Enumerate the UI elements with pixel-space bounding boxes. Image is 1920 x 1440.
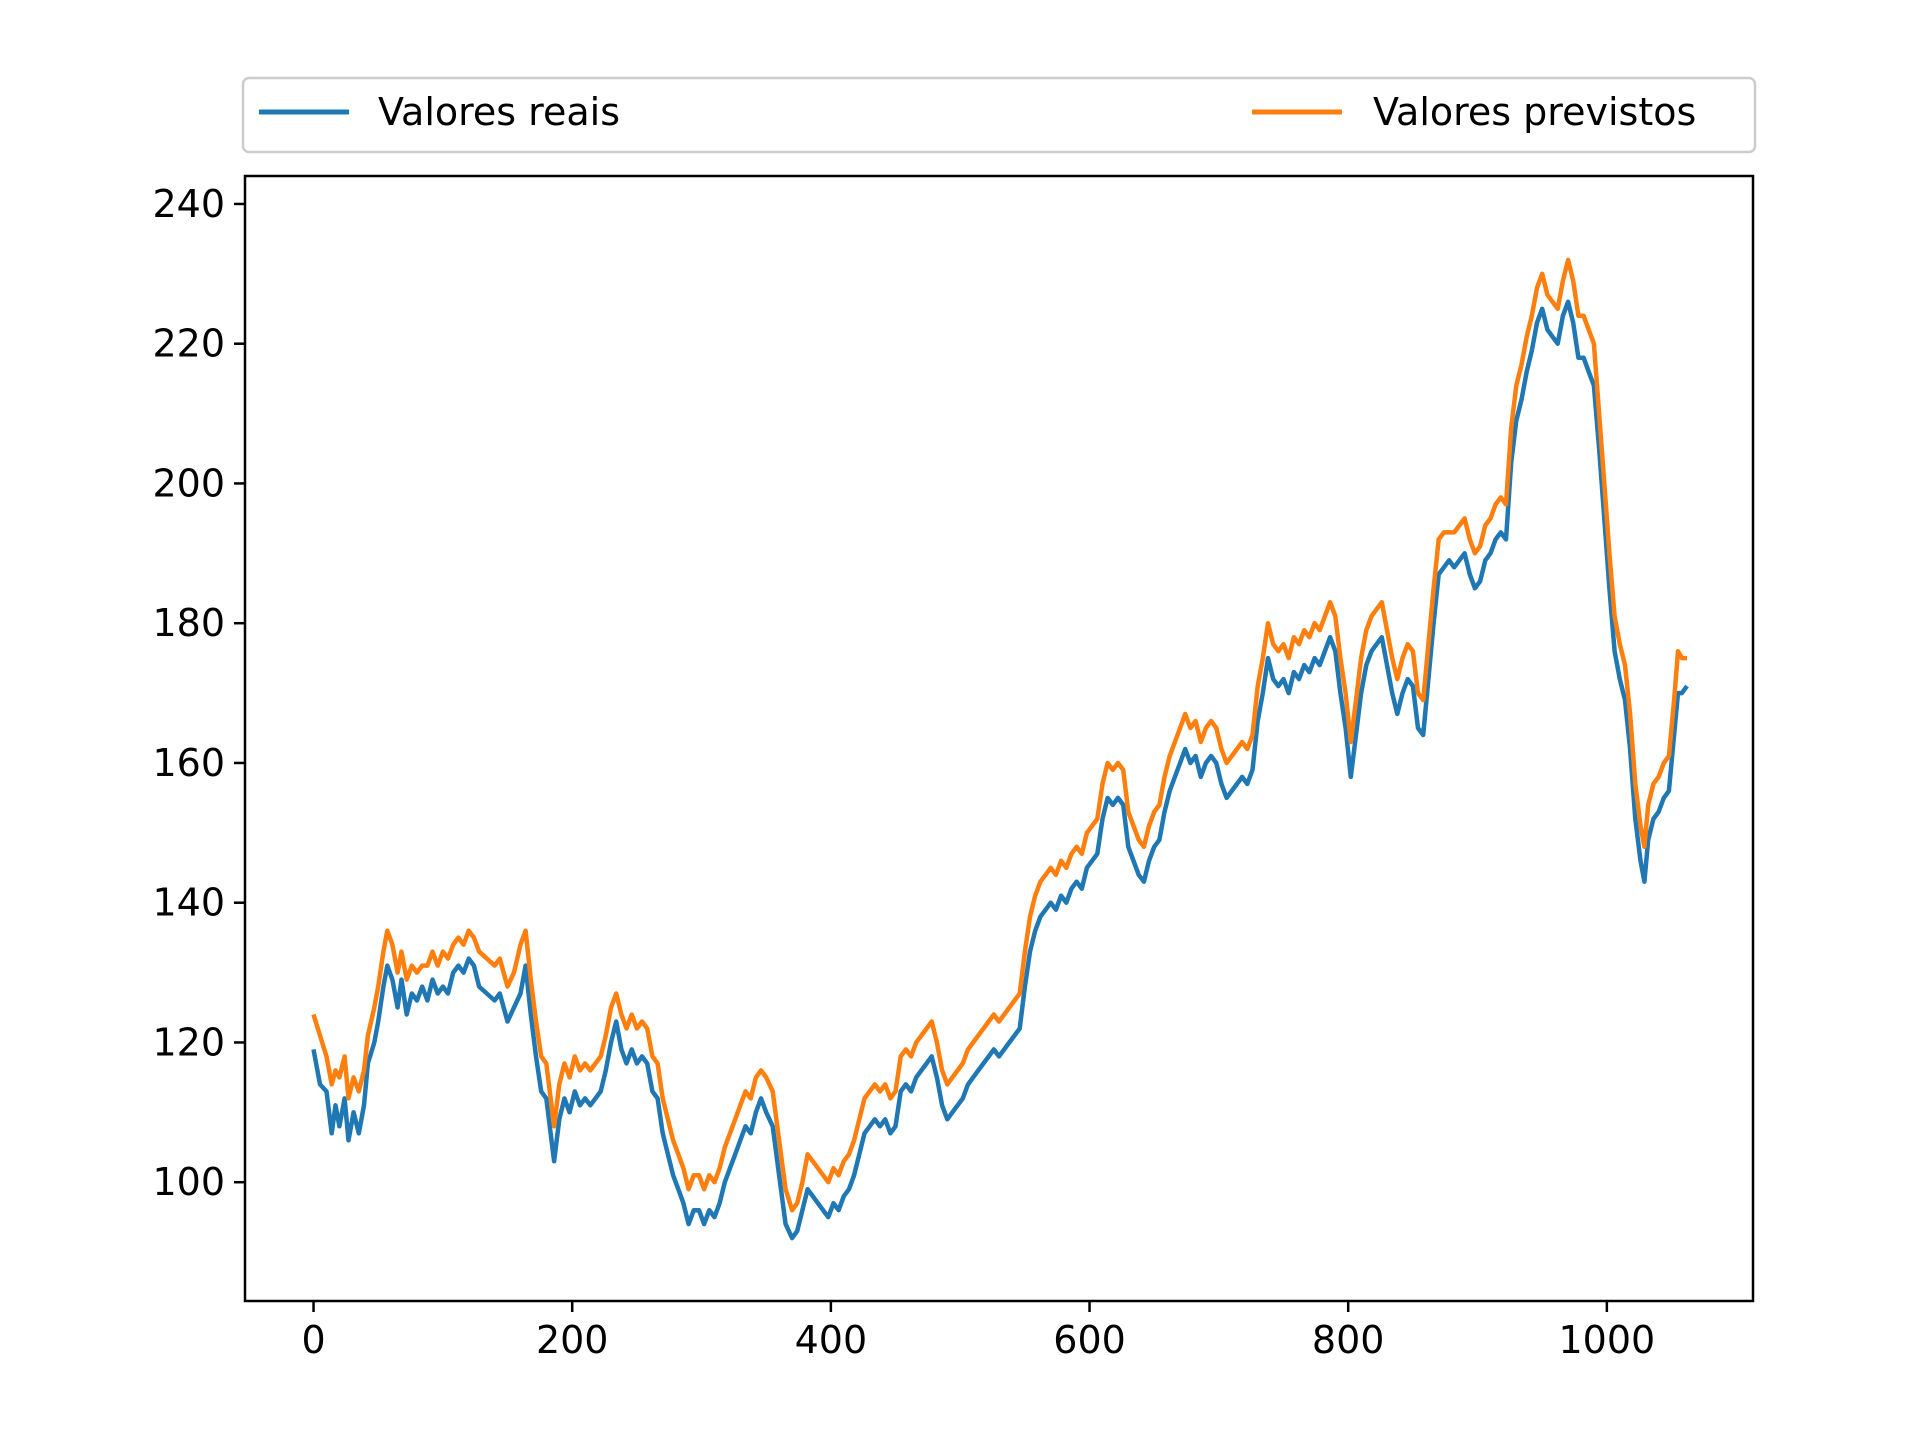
legend-label-valores-previstos: Valores previstos	[1373, 90, 1696, 134]
x-tick-label: 0	[301, 1318, 325, 1362]
legend-label-valores-reais: Valores reais	[378, 90, 620, 134]
y-tick-label: 140	[152, 881, 225, 925]
y-tick-label: 200	[152, 461, 225, 505]
y-tick-label: 120	[152, 1020, 225, 1064]
y-tick-label: 240	[152, 182, 225, 226]
x-tick-label: 800	[1312, 1318, 1385, 1362]
legend-frame	[241, 76, 1757, 154]
series-layer	[311, 257, 1689, 1241]
y-axis: 100 120 140 160 180 200 220 240	[152, 182, 245, 1204]
x-tick-label: 1000	[1558, 1318, 1655, 1362]
y-tick-label: 160	[152, 741, 225, 785]
plot-frame	[243, 174, 1755, 1303]
x-axis: 0 200 400 600 800 1000	[301, 1301, 1655, 1362]
y-tick-label: 180	[152, 601, 225, 645]
x-tick-label: 200	[536, 1318, 609, 1362]
x-tick-label: 600	[1053, 1318, 1126, 1362]
x-tick-label: 400	[795, 1318, 868, 1362]
y-tick-label: 100	[152, 1160, 225, 1204]
series-line-valores-previstos	[311, 257, 1687, 1213]
y-tick-label: 220	[152, 322, 225, 366]
series-line-valores-reais	[311, 299, 1689, 1241]
legend: Valores reais Valores previstos	[241, 76, 1757, 154]
